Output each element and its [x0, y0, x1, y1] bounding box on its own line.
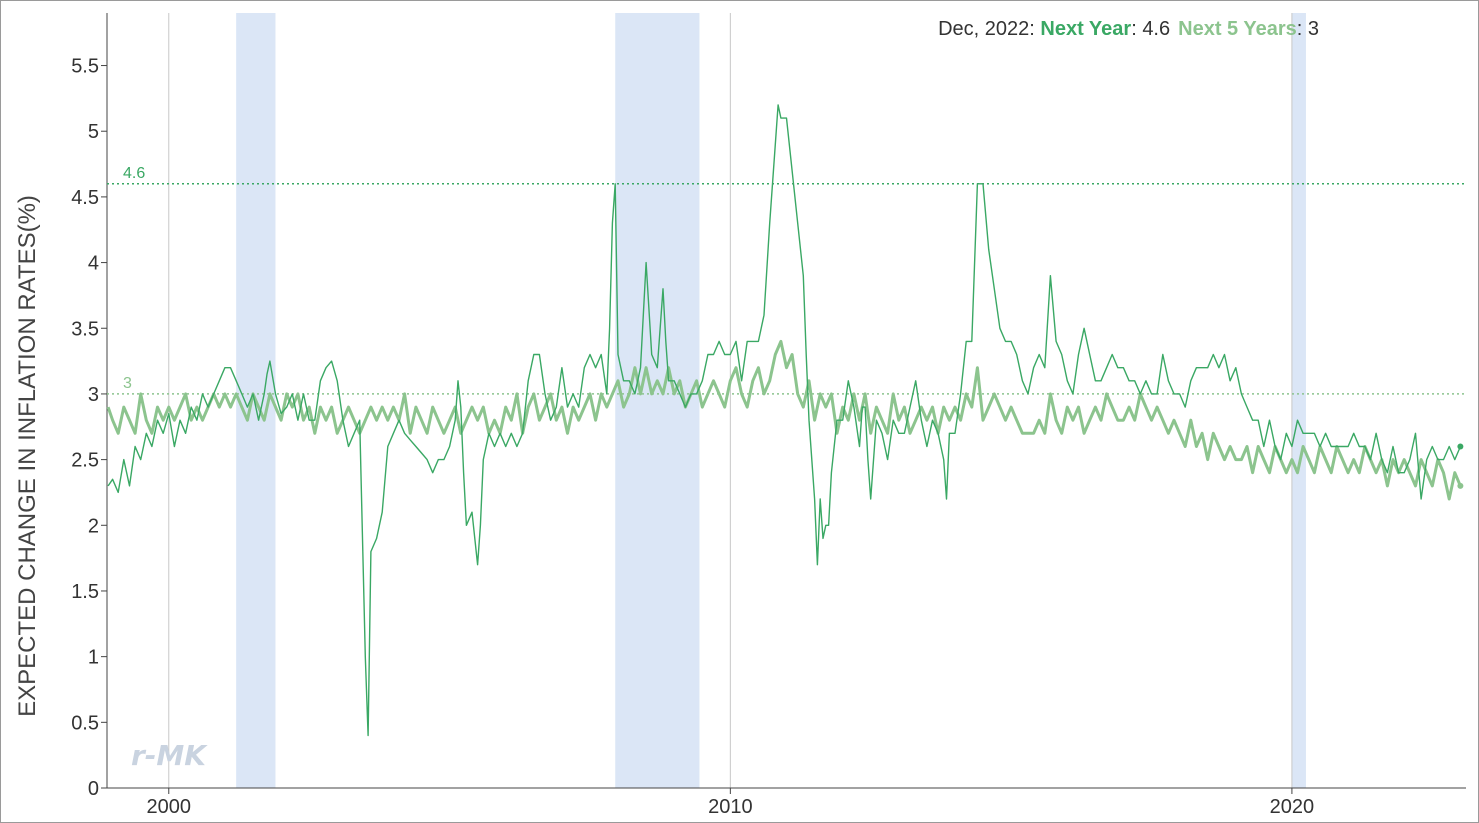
y-tick-label: 4.5 — [71, 187, 99, 209]
y-tick-label: 5.5 — [71, 56, 99, 78]
y-tick-label: 2 — [88, 515, 99, 537]
legend-next-year-value: 4.6 — [1142, 18, 1170, 40]
y-tick-label: 1 — [88, 647, 99, 669]
y-axis-ticks: 0 0.5 1 1.5 2 2.5 3 3.5 4 4.5 5 5.5 — [71, 56, 107, 800]
reference-lines: 4.63 — [107, 165, 1466, 395]
legend-colon: : — [1131, 18, 1142, 40]
vertical-gridlines — [168, 13, 1293, 788]
recession-bands — [236, 13, 1306, 788]
y-tick-label: 1.5 — [71, 581, 99, 603]
y-tick-label: 3 — [88, 384, 99, 406]
y-tick-label: 5 — [88, 121, 99, 143]
legend-colon: : — [1029, 18, 1040, 40]
next-year-endpoint — [1457, 443, 1464, 450]
next-5-years-line — [106, 339, 1462, 501]
legend-date: Dec, 2022 — [938, 18, 1029, 40]
reference-line-label: 3 — [123, 375, 132, 392]
y-tick-label: 0 — [88, 778, 99, 800]
recession-band — [1291, 13, 1306, 788]
y-axis-label: EXPECTED CHANGE IN INFLATION RATES(%) — [14, 195, 41, 717]
legend-next-5-years-value: 3 — [1308, 18, 1319, 40]
y-tick-label: 2.5 — [71, 450, 99, 472]
reference-line-label: 4.6 — [123, 165, 145, 182]
next-year-line — [107, 104, 1462, 737]
x-tick-label: 2010 — [708, 796, 753, 818]
legend-next-year-label: Next Year — [1040, 18, 1131, 40]
series-lines — [106, 104, 1464, 737]
watermark-logo: r-MK — [131, 739, 208, 772]
y-tick-label: 3.5 — [71, 318, 99, 340]
next-5-years-endpoint — [1457, 482, 1464, 489]
x-tick-label: 2020 — [1270, 796, 1315, 818]
y-tick-label: 0.5 — [71, 712, 99, 734]
x-tick-label: 2000 — [147, 796, 192, 818]
y-tick-label: 4 — [88, 253, 99, 275]
legend-colon: : — [1297, 18, 1308, 40]
legend-next-5-years-label: Next 5 Years — [1178, 18, 1297, 40]
x-axis-ticks: 2000 2010 2020 — [147, 788, 1315, 818]
legend: Dec, 2022: Next Year: 4.6 Next 5 Years: 3 — [938, 18, 1319, 40]
axes — [106, 13, 1466, 789]
